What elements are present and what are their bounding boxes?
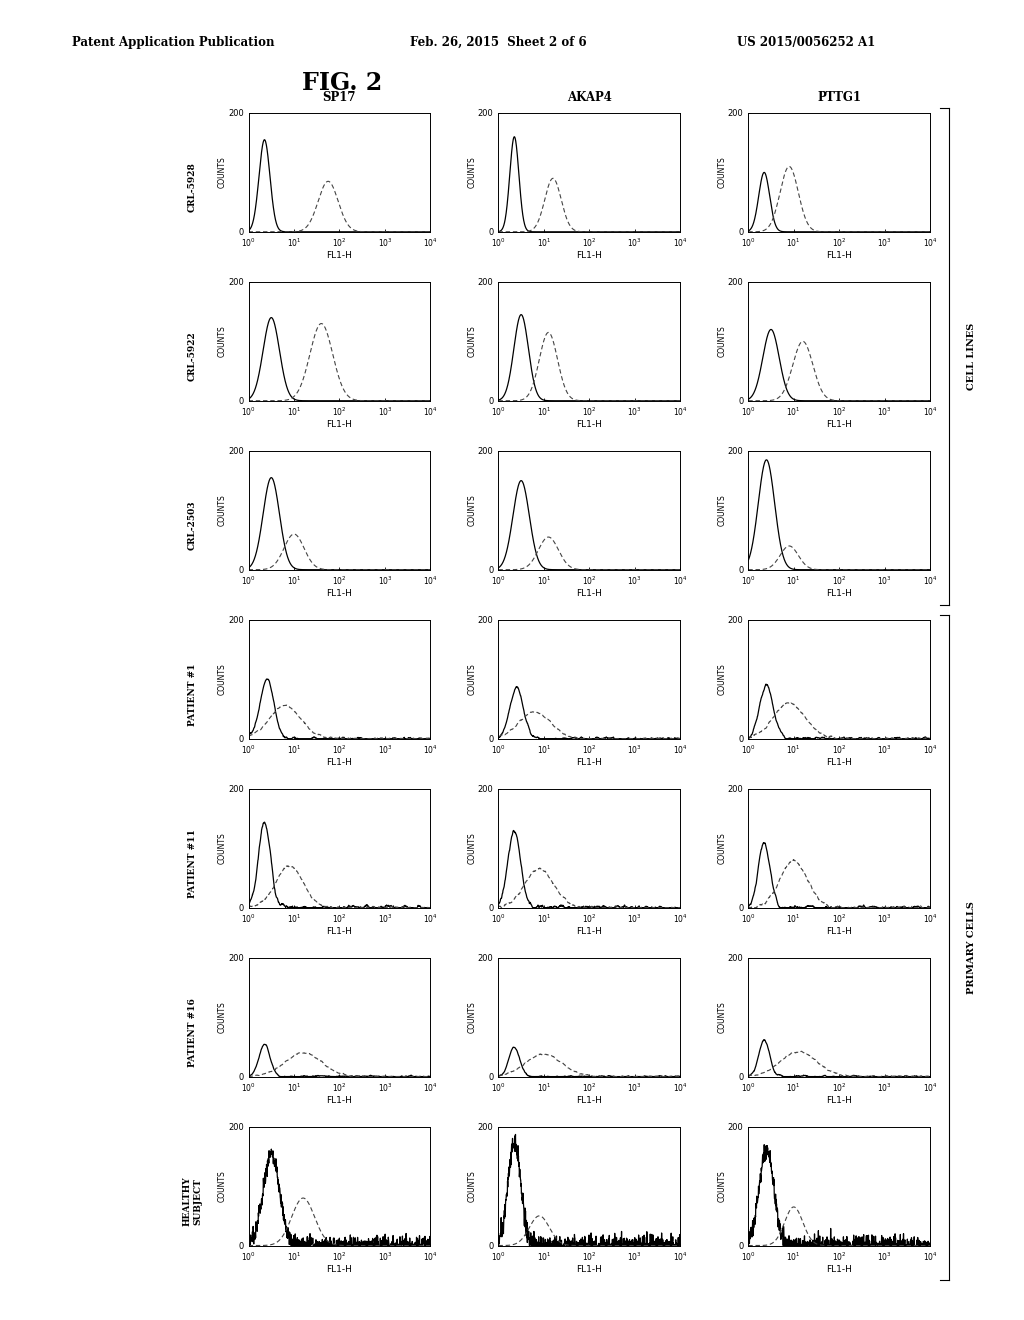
- Y-axis label: COUNTS: COUNTS: [467, 1171, 476, 1203]
- X-axis label: FL1-H: FL1-H: [577, 758, 602, 767]
- Y-axis label: COUNTS: COUNTS: [217, 157, 226, 189]
- Y-axis label: COUNTS: COUNTS: [467, 664, 476, 696]
- X-axis label: FL1-H: FL1-H: [826, 1265, 852, 1274]
- Y-axis label: COUNTS: COUNTS: [467, 495, 476, 527]
- X-axis label: FL1-H: FL1-H: [577, 927, 602, 936]
- Text: CRL-5922: CRL-5922: [187, 331, 197, 381]
- Y-axis label: COUNTS: COUNTS: [217, 664, 226, 696]
- Text: PRIMARY CELLS: PRIMARY CELLS: [967, 902, 976, 994]
- Text: PATIENT #1: PATIENT #1: [187, 663, 197, 726]
- Y-axis label: COUNTS: COUNTS: [467, 157, 476, 189]
- Text: PATIENT #11: PATIENT #11: [187, 829, 197, 898]
- Text: Patent Application Publication: Patent Application Publication: [72, 36, 274, 49]
- Y-axis label: COUNTS: COUNTS: [467, 1002, 476, 1034]
- X-axis label: FL1-H: FL1-H: [577, 420, 602, 429]
- Y-axis label: COUNTS: COUNTS: [717, 157, 726, 189]
- Text: HEALTHY
SUBJECT: HEALTHY SUBJECT: [182, 1176, 202, 1226]
- Y-axis label: COUNTS: COUNTS: [217, 495, 226, 527]
- X-axis label: FL1-H: FL1-H: [577, 1265, 602, 1274]
- Y-axis label: COUNTS: COUNTS: [717, 833, 726, 865]
- Y-axis label: COUNTS: COUNTS: [717, 326, 726, 358]
- Y-axis label: COUNTS: COUNTS: [717, 1171, 726, 1203]
- Y-axis label: COUNTS: COUNTS: [217, 1171, 226, 1203]
- X-axis label: FL1-H: FL1-H: [826, 420, 852, 429]
- Y-axis label: COUNTS: COUNTS: [217, 326, 226, 358]
- Y-axis label: COUNTS: COUNTS: [717, 495, 726, 527]
- X-axis label: FL1-H: FL1-H: [327, 927, 352, 936]
- Y-axis label: COUNTS: COUNTS: [217, 1002, 226, 1034]
- Text: PATIENT #16: PATIENT #16: [187, 998, 197, 1067]
- Text: US 2015/0056252 A1: US 2015/0056252 A1: [737, 36, 876, 49]
- X-axis label: FL1-H: FL1-H: [327, 420, 352, 429]
- Text: SP17: SP17: [323, 91, 356, 104]
- X-axis label: FL1-H: FL1-H: [577, 1096, 602, 1105]
- Text: CRL-2503: CRL-2503: [187, 500, 197, 550]
- Text: CRL-5928: CRL-5928: [187, 162, 197, 213]
- X-axis label: FL1-H: FL1-H: [327, 589, 352, 598]
- X-axis label: FL1-H: FL1-H: [577, 251, 602, 260]
- Y-axis label: COUNTS: COUNTS: [717, 1002, 726, 1034]
- Y-axis label: COUNTS: COUNTS: [467, 326, 476, 358]
- X-axis label: FL1-H: FL1-H: [826, 589, 852, 598]
- Text: Feb. 26, 2015  Sheet 2 of 6: Feb. 26, 2015 Sheet 2 of 6: [410, 36, 586, 49]
- Y-axis label: COUNTS: COUNTS: [467, 833, 476, 865]
- X-axis label: FL1-H: FL1-H: [327, 758, 352, 767]
- X-axis label: FL1-H: FL1-H: [826, 758, 852, 767]
- X-axis label: FL1-H: FL1-H: [327, 1265, 352, 1274]
- X-axis label: FL1-H: FL1-H: [826, 1096, 852, 1105]
- Text: AKAP4: AKAP4: [567, 91, 611, 104]
- Text: FIG. 2: FIG. 2: [302, 71, 382, 95]
- X-axis label: FL1-H: FL1-H: [327, 1096, 352, 1105]
- X-axis label: FL1-H: FL1-H: [577, 589, 602, 598]
- X-axis label: FL1-H: FL1-H: [826, 927, 852, 936]
- Text: PTTG1: PTTG1: [817, 91, 861, 104]
- X-axis label: FL1-H: FL1-H: [327, 251, 352, 260]
- X-axis label: FL1-H: FL1-H: [826, 251, 852, 260]
- Y-axis label: COUNTS: COUNTS: [717, 664, 726, 696]
- Text: CELL LINES: CELL LINES: [967, 323, 976, 389]
- Y-axis label: COUNTS: COUNTS: [217, 833, 226, 865]
